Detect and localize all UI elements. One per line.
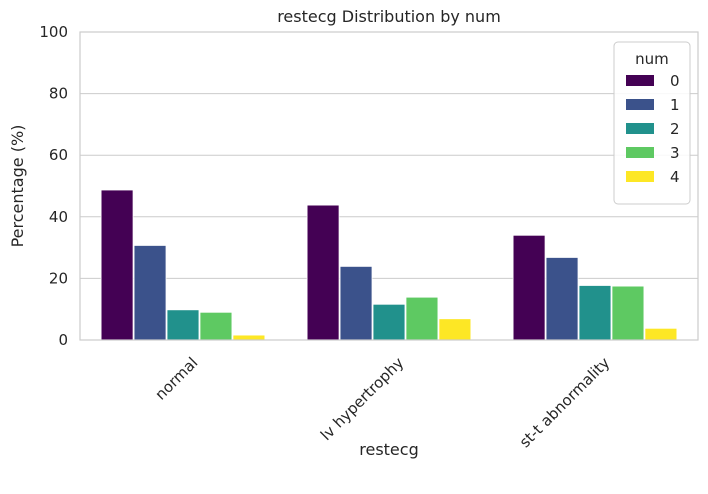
bar — [232, 334, 266, 341]
legend-label: 1 — [670, 96, 680, 114]
bar — [100, 189, 134, 341]
y-tick-label: 80 — [49, 85, 68, 103]
y-tick-label: 40 — [49, 208, 68, 226]
bar — [306, 204, 340, 341]
x-tick-label: lv hypertrophy — [317, 354, 408, 445]
legend-label: 0 — [670, 72, 680, 90]
bars — [100, 189, 678, 341]
legend-swatch — [626, 147, 654, 158]
bar — [438, 318, 472, 341]
bar — [199, 311, 233, 341]
y-tick-label: 20 — [49, 269, 68, 287]
bar — [578, 285, 612, 341]
bar — [133, 245, 167, 341]
plot-frame — [79, 31, 699, 341]
legend-swatch — [626, 99, 654, 110]
y-axis-label: Percentage (%) — [8, 125, 27, 248]
legend-title: num — [635, 50, 669, 68]
bar — [611, 285, 645, 341]
legend-label: 2 — [670, 120, 680, 138]
x-tick-label: st-t abnormality — [516, 354, 614, 452]
y-tick-label: 60 — [49, 146, 68, 164]
bar — [339, 265, 373, 341]
x-tick-label: normal — [151, 354, 201, 404]
bar — [372, 303, 406, 341]
bar — [405, 296, 439, 341]
legend-swatch — [626, 123, 654, 134]
legend-swatch — [626, 75, 654, 86]
legend-label: 4 — [670, 168, 680, 186]
y-axis-ticks: 0 20 40 60 80 100 — [39, 23, 68, 349]
legend-swatch — [626, 171, 654, 182]
x-axis-ticks: normal lv hypertrophy st-t abnormality — [151, 354, 613, 452]
bar — [545, 257, 579, 341]
legend-label: 3 — [670, 144, 680, 162]
x-axis-label: restecg — [359, 440, 418, 459]
y-tick-label: 0 — [58, 331, 68, 349]
chart-title: restecg Distribution by num — [277, 7, 501, 26]
y-tick-label: 100 — [39, 23, 68, 41]
bar — [166, 309, 200, 341]
bar — [644, 327, 678, 341]
bar — [512, 234, 546, 341]
